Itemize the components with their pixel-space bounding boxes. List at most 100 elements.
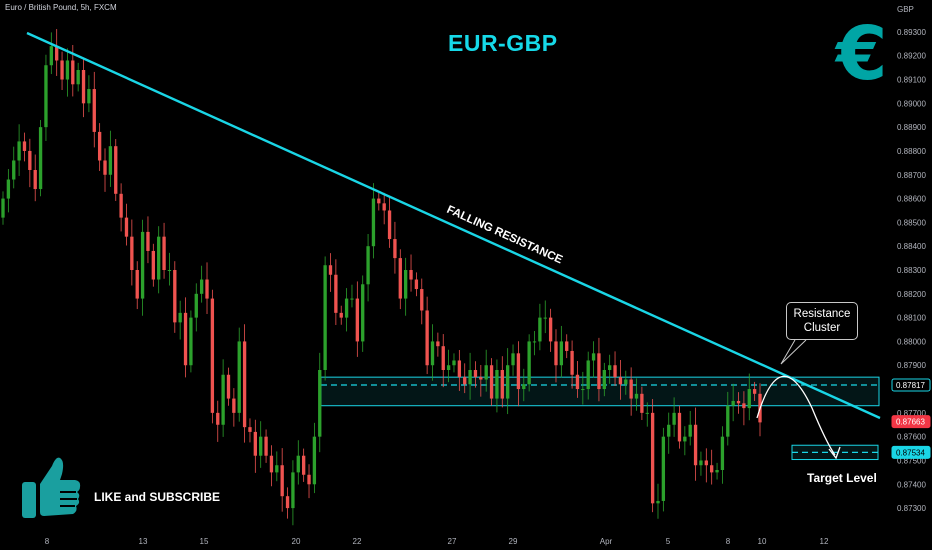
candle [710,449,714,485]
candle [715,462,719,480]
candle-body [726,405,730,437]
price-tick-label: 0.89200 [897,52,926,61]
candle [55,29,59,76]
price-badge: 0.87817 [891,378,931,392]
candle [162,222,166,279]
candle [382,192,386,225]
candle-body [591,353,596,361]
candle-body [318,370,322,437]
falling-resistance-label: FALLING RESISTANCE [445,204,565,267]
candle-body [484,365,488,380]
candle-body [71,60,75,85]
projection-arrowhead [828,446,841,460]
candle-body [688,424,692,437]
candle-body [548,317,553,342]
candle [543,300,547,334]
time-tick-label: 12 [820,537,829,546]
candle-body [720,436,725,470]
candle-body [135,270,139,299]
time-tick-label: 15 [200,537,209,546]
candle [81,59,86,118]
resistance-zone-layer [320,376,880,461]
candle [60,51,64,90]
candle [425,296,429,375]
candle-body [151,250,155,280]
candle [591,341,596,378]
candle-body [264,436,268,456]
candle [108,130,113,187]
candle [559,325,564,378]
candle-body [645,412,649,414]
candle-body [312,436,317,485]
candle [97,123,102,171]
candle-body [140,231,145,299]
candle-body [275,465,279,473]
candle [28,138,32,188]
candle-body [173,270,177,323]
price-badge-box [891,445,931,459]
candle [199,265,204,303]
candle-body [87,89,91,104]
candle-body [1,198,5,218]
candle [216,400,220,442]
candle [645,402,649,427]
candle-body [339,312,343,318]
candle-body [130,236,134,270]
time-tick-label: 27 [448,537,457,546]
candle [602,362,606,397]
candle-body [323,265,327,370]
candle-body [199,279,204,294]
candle-body [226,374,231,399]
candle-body [344,298,349,318]
candle [130,219,134,286]
candle [516,341,521,407]
candle [307,464,311,499]
candle-body [414,279,419,290]
candle-body [489,365,494,399]
candle [570,340,574,389]
candle [334,259,338,325]
candle [44,54,48,141]
candle [409,254,413,292]
candle [441,334,445,388]
time-tick-label: 10 [758,537,767,546]
price-tick-label: 0.88000 [897,337,926,346]
candle-body [157,236,161,280]
candle-body [55,46,59,61]
callout-pointer [780,339,807,365]
candles-layer [1,29,762,526]
candle-body [752,389,757,394]
candle [140,219,145,316]
candle-body [559,341,564,366]
candle-body [581,389,585,391]
candle [237,327,241,422]
candle [640,386,644,420]
candle [420,278,424,325]
candle [189,310,193,373]
candle [586,351,590,400]
price-tick-label: 0.87300 [897,504,926,513]
candle-body [436,341,440,347]
candle [12,146,16,189]
price-tick-label: 0.89000 [897,99,926,108]
price-tick-label: 0.89100 [897,76,926,85]
candle [468,352,472,400]
price-tick-label: 0.87700 [897,409,926,418]
candle-body [248,427,252,432]
candle-body [49,46,53,66]
candle [704,448,708,483]
price-tick-label: 0.88200 [897,290,926,299]
candle [205,262,209,315]
candle-body [259,436,263,456]
candle [699,451,703,476]
price-badge-label: 0.87817 [896,381,925,390]
candle-body [221,374,225,425]
candle [124,203,129,246]
candle [489,358,494,406]
candle-body [538,317,542,342]
instrument-header: Euro / British Pound, 5h, FXCM [5,3,117,12]
candle-body [350,298,354,300]
candle-body [565,341,569,351]
candle-body [742,403,746,409]
candle [151,243,155,287]
